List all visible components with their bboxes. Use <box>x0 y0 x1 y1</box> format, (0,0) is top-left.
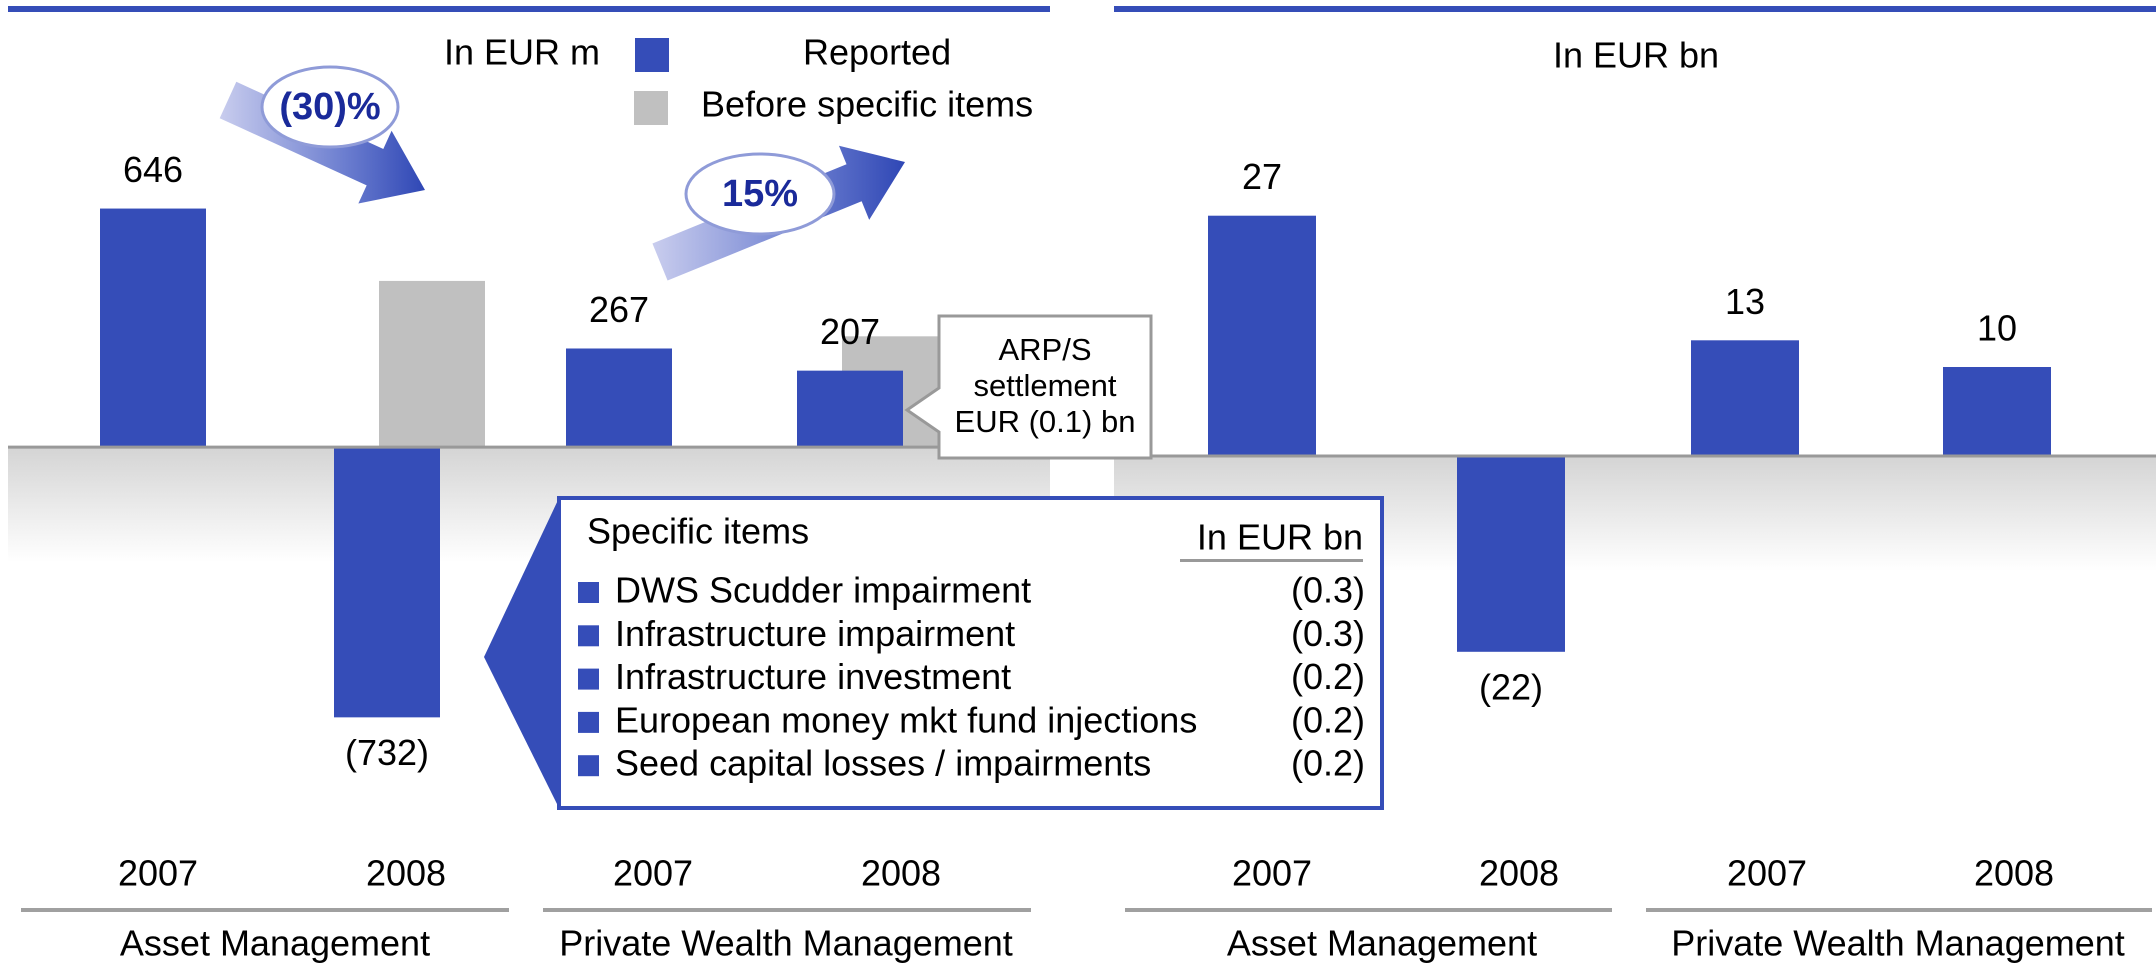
group-rule <box>543 908 1031 912</box>
callout-text: ARP/S <box>998 332 1091 367</box>
legend-label: Before specific items <box>701 84 1033 125</box>
bar <box>1943 367 2051 456</box>
bar <box>334 447 440 718</box>
annotation-bubble <box>684 152 836 236</box>
group-label: Private Wealth Management <box>1671 923 2125 964</box>
x-tick-label: 2008 <box>366 853 446 894</box>
top-rule <box>8 6 1050 12</box>
group-label: Asset Management <box>120 923 430 964</box>
x-tick-label: 2008 <box>861 853 941 894</box>
legend-swatch <box>634 91 668 125</box>
x-tick-label: 2007 <box>613 853 693 894</box>
items-unit: In EUR bn <box>1197 517 1363 558</box>
top-rule <box>1114 6 2156 12</box>
value-label: 27 <box>1242 156 1282 197</box>
group-label: Asset Management <box>1227 923 1537 964</box>
group-rule <box>21 908 509 912</box>
item-value: (0.2) <box>1291 743 1365 784</box>
items-title: Specific items <box>587 511 809 552</box>
callout-text: EUR (0.1) bn <box>955 404 1136 439</box>
value-label: 10 <box>1977 308 2017 349</box>
x-tick-label: 2008 <box>1479 853 1559 894</box>
bullet <box>578 582 599 603</box>
item-value: (0.2) <box>1291 656 1365 697</box>
legend-label: Reported <box>803 32 951 73</box>
item-label: DWS Scudder impairment <box>615 570 1031 611</box>
item-value: (0.3) <box>1291 570 1365 611</box>
x-tick-label: 2007 <box>1727 853 1807 894</box>
bar <box>379 280 485 448</box>
x-tick-label: 2007 <box>118 853 198 894</box>
items-box <box>557 496 1384 810</box>
bar <box>1691 340 1799 456</box>
x-tick-label: 2008 <box>1974 853 2054 894</box>
value-label: (22) <box>1479 666 1543 707</box>
item-label: Seed capital losses / impairments <box>615 743 1151 784</box>
bullet <box>578 711 599 733</box>
item-label: Infrastructure investment <box>615 656 1011 697</box>
bar <box>1208 215 1316 456</box>
unit-label: In EUR m <box>444 32 600 73</box>
annotation: (30)% <box>279 86 380 128</box>
bullet <box>578 625 599 647</box>
item-label: Infrastructure impairment <box>615 613 1015 654</box>
annotation-bubble <box>260 65 400 149</box>
x-tick-label: 2007 <box>1232 853 1312 894</box>
legend-swatch <box>635 38 669 72</box>
unit-label: In EUR bn <box>1553 35 1719 76</box>
value-label: 646 <box>123 149 183 190</box>
bar <box>100 208 206 448</box>
group-rule <box>1646 908 2152 912</box>
unit-underline <box>1180 559 1363 562</box>
group-rule <box>1125 908 1612 912</box>
item-label: European money mkt fund injections <box>615 699 1197 740</box>
bar <box>1457 456 1565 652</box>
value-label: 207 <box>820 311 880 352</box>
bullet <box>578 668 599 690</box>
value-label: (732) <box>345 732 429 773</box>
item-value: (0.2) <box>1291 699 1365 740</box>
value-label: 13 <box>1725 281 1765 322</box>
group-label: Private Wealth Management <box>559 923 1013 964</box>
bar <box>797 370 903 448</box>
bar <box>566 348 672 448</box>
box-pointer <box>484 498 559 808</box>
callout-box <box>904 314 1153 460</box>
callout-text: settlement <box>973 368 1116 403</box>
bullet <box>578 755 599 777</box>
value-label: 267 <box>589 289 649 330</box>
item-value: (0.3) <box>1291 613 1365 654</box>
annotation: 15% <box>722 173 798 215</box>
